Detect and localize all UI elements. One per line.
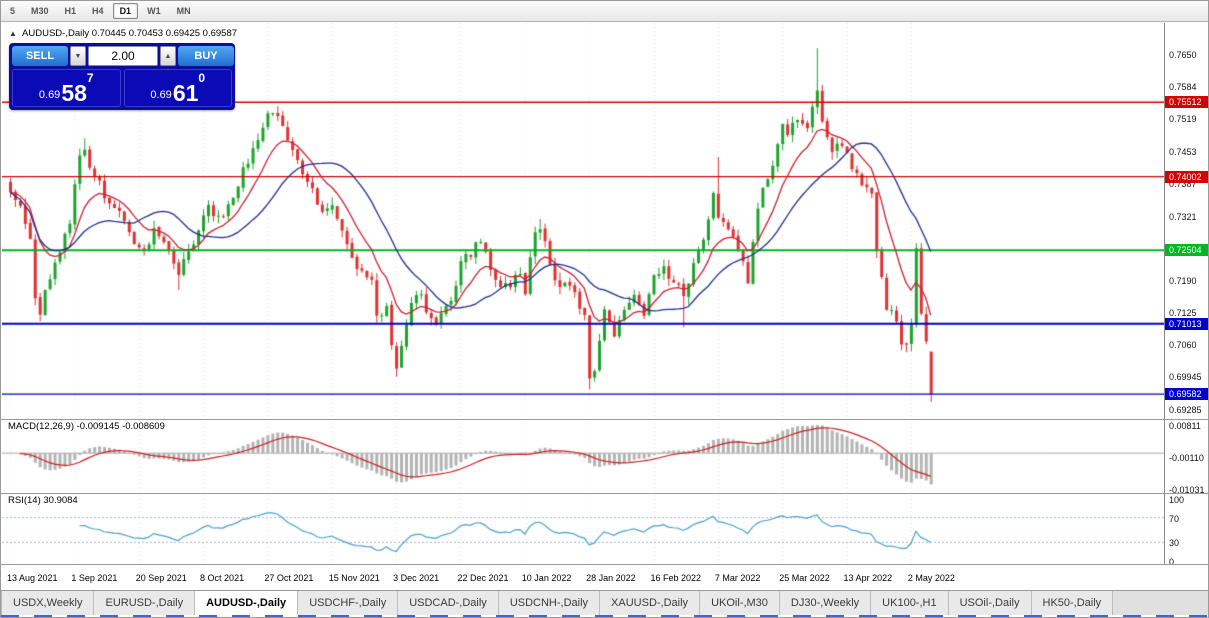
chart-tab-usdx-weekly[interactable]: USDX,Weekly <box>1 591 95 615</box>
timeframe-button-mn[interactable]: MN <box>176 6 191 16</box>
chart-tab-eurusd-daily[interactable]: EURUSD-,Daily <box>94 591 196 615</box>
timeframe-button-d1[interactable]: D1 <box>112 3 139 19</box>
time-axis-label: 15 Nov 2021 <box>328 573 380 583</box>
timeframe-toolbar: 5 M30 H1 H4 D1 W1 MN <box>1 1 1208 22</box>
sell-price-big-digits: 58 <box>61 80 87 107</box>
chart-ohlc-values: 0.70445 0.70453 0.69425 0.69587 <box>91 28 238 39</box>
time-axis-label: 16 Feb 2022 <box>650 573 702 583</box>
time-axis-label: 7 Mar 2022 <box>714 573 761 583</box>
chart-tab-dj30-weekly[interactable]: DJ30-,Weekly <box>779 591 872 615</box>
price-level-badge: 0.74002 <box>1165 170 1208 183</box>
price-axis-tick: 0.7584 <box>1169 82 1197 93</box>
one-click-trading-panel: SELL ▼ ▲ BUY 0.69 58 7 0.69 61 0 <box>9 43 235 110</box>
time-axis-label: 10 Jan 2022 <box>521 573 572 583</box>
timeframe-button-5[interactable]: 5 <box>10 6 16 16</box>
time-axis-label: 25 Mar 2022 <box>779 573 830 583</box>
price-level-badge: 0.69582 <box>1165 388 1208 401</box>
rsi-axis-tick: 0 <box>1169 557 1175 567</box>
time-axis-label: 27 Oct 2021 <box>264 573 314 583</box>
time-axis-label: 8 Oct 2021 <box>200 573 245 583</box>
macd-axis-tick: -0.01031 <box>1169 485 1205 495</box>
price-level-badge: 0.71013 <box>1165 317 1208 330</box>
chart-title: ▲ AUDUSD-,Daily 0.70445 0.70453 0.69425 … <box>9 28 237 39</box>
timeframe-button-h4[interactable]: H4 <box>92 6 104 16</box>
one-click-collapse-icon[interactable]: ▲ <box>9 29 17 38</box>
buy-price-big-digits: 61 <box>172 80 199 107</box>
sell-price-display[interactable]: 0.69 58 7 <box>12 69 121 107</box>
time-axis-label: 13 Apr 2022 <box>843 573 893 583</box>
time-axis[interactable]: 13 Aug 2021 1 Sep 2021 20 Sep 2021 8 Oct 20… <box>1 565 1164 590</box>
chart-tab-usdcad-daily[interactable]: USDCAD-,Daily <box>398 591 499 615</box>
chart-tab-uk100-h1[interactable]: UK100-,H1 <box>871 591 949 615</box>
rsi-axis-tick: 70 <box>1169 513 1180 524</box>
chart-symbol-timeframe: AUDUSD-,Daily <box>22 28 90 39</box>
time-axis-label: 2 May 2022 <box>907 573 955 583</box>
chart-tab-usoil-daily[interactable]: USOil-,Daily <box>948 591 1032 615</box>
volume-decrease-button[interactable]: ▼ <box>70 46 86 66</box>
chart-tabs-bar: USDX,Weekly EURUSD-,Daily AUDUSD-,Daily USD… <box>1 590 1208 615</box>
buy-price-display[interactable]: 0.69 61 0 <box>123 69 232 107</box>
timeframe-button-m30[interactable]: M30 <box>31 6 49 16</box>
chart-tab-audusd-daily[interactable]: AUDUSD-,Daily <box>195 591 299 615</box>
macd-axis-tick: -0.00110 <box>1169 453 1204 463</box>
macd-indicator-label: MACD(12,26,9) -0.009145 -0.008609 <box>8 421 165 432</box>
sell-button[interactable]: SELL <box>12 46 68 66</box>
rsi-axis-tick: 30 <box>1169 538 1180 549</box>
price-axis-tick: 0.7060 <box>1169 340 1197 351</box>
price-axis-tick: 0.69285 <box>1169 404 1202 415</box>
panel-divider-dates <box>1 564 1208 565</box>
timeframe-button-h1[interactable]: H1 <box>64 6 77 16</box>
macd-axis-tick: 0.00811 <box>1169 421 1201 431</box>
chart-tab-hk50-daily[interactable]: HK50-,Daily <box>1031 591 1114 615</box>
price-level-badge: 0.75512 <box>1165 96 1208 109</box>
timeframe-button-w1[interactable]: W1 <box>147 6 161 16</box>
buy-button[interactable]: BUY <box>178 46 234 66</box>
buy-price-prefix: 0.69 <box>150 89 172 101</box>
time-axis-label: 1 Sep 2021 <box>71 573 118 583</box>
time-axis-label: 28 Jan 2022 <box>586 573 636 583</box>
time-axis-label: 3 Dec 2021 <box>393 573 440 583</box>
time-axis-label: 22 Dec 2021 <box>457 573 509 583</box>
price-chart-canvas[interactable] <box>2 23 1164 565</box>
price-level-badge: 0.72504 <box>1165 244 1208 257</box>
price-axis-tick: 0.7125 <box>1169 308 1197 319</box>
panel-divider-macd[interactable] <box>1 419 1208 420</box>
price-axis[interactable]: 0.7650 0.7584 0.7519 0.7453 0.7387 0.7321 0.72… <box>1164 23 1208 567</box>
buy-price-pipette: 0 <box>198 71 206 85</box>
price-axis-tick: 0.7519 <box>1169 114 1197 125</box>
time-axis-label: 13 Aug 2021 <box>7 573 58 583</box>
price-axis-tick: 0.7650 <box>1169 49 1197 60</box>
time-axis-label: 20 Sep 2021 <box>135 573 187 583</box>
chart-tab-xauusd-daily[interactable]: XAUUSD-,Daily <box>600 591 701 615</box>
volume-increase-button[interactable]: ▲ <box>160 46 176 66</box>
bottom-ticker-strip <box>1 614 1208 617</box>
price-axis-tick: 0.69945 <box>1169 372 1202 383</box>
volume-input[interactable] <box>88 46 158 66</box>
sell-price-prefix: 0.69 <box>38 89 61 101</box>
price-axis-tick: 0.7453 <box>1169 146 1197 157</box>
price-axis-tick: 0.7321 <box>1169 211 1197 222</box>
sell-price-pipette: 7 <box>86 71 94 85</box>
chart-tab-ukoil-m30[interactable]: UKOil-,M30 <box>700 591 780 615</box>
panel-divider-rsi[interactable] <box>1 493 1208 494</box>
rsi-axis-tick: 100 <box>1169 495 1185 505</box>
rsi-indicator-label: RSI(14) 30.9084 <box>8 495 78 506</box>
price-axis-tick: 0.7190 <box>1169 276 1197 287</box>
chart-tab-usdchf-daily[interactable]: USDCHF-,Daily <box>298 591 399 615</box>
chart-tab-usdcnh-daily[interactable]: USDCNH-,Daily <box>498 591 601 615</box>
price-axis-tick: 0.7387 <box>1169 179 1197 190</box>
